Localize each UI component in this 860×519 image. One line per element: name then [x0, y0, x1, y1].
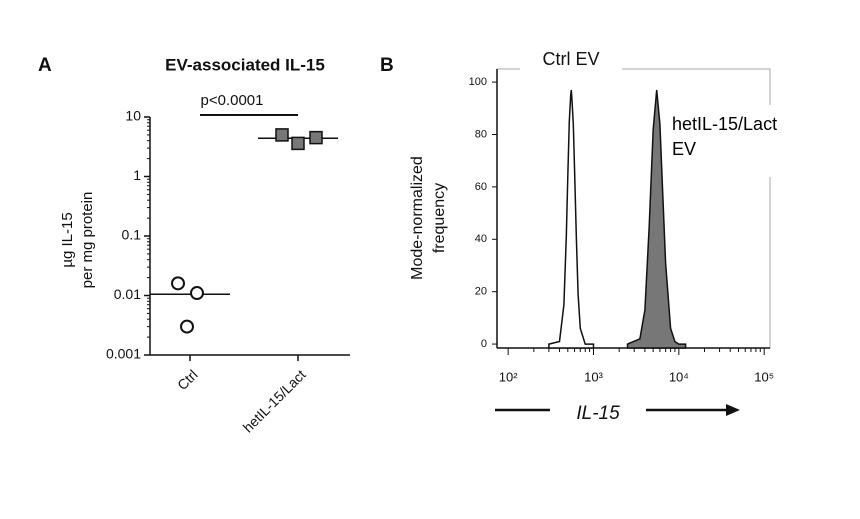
series-label-box: hetIL-15/Lact EV	[672, 114, 778, 159]
x-tick-label: 10⁴	[669, 369, 689, 384]
y-tick-label: 10	[125, 108, 141, 124]
panel-label: A	[38, 55, 52, 76]
x-tick-label: 10³	[584, 369, 603, 384]
x-tick-label: 10⁵	[754, 369, 774, 384]
series-label: hetIL-15/Lact EV	[672, 114, 778, 159]
arrow-head	[726, 404, 740, 416]
data-point	[180, 319, 194, 334]
data-point	[171, 276, 185, 291]
y-tick-label: 60	[475, 181, 487, 193]
y-tick-label: 0	[481, 338, 487, 350]
data-point	[275, 128, 289, 142]
y-tick-label: 100	[469, 76, 487, 88]
data-point	[291, 136, 305, 151]
y-tick-label: 0.001	[106, 346, 141, 362]
panel-label: B	[380, 55, 394, 76]
y-tick-label: 40	[475, 233, 487, 245]
y-tick-label: 0.1	[122, 227, 142, 243]
y-axis-label: frequency	[431, 183, 448, 253]
x-tick-label: hetIL-15/Lact	[240, 366, 309, 435]
label-box	[550, 396, 646, 430]
y-tick-label: 80	[475, 128, 487, 140]
annotation: p<0.0001	[201, 92, 264, 109]
data-point	[309, 130, 323, 145]
y-axis-label: per mg protein	[79, 192, 96, 289]
series-label: Ctrl EV	[542, 49, 599, 69]
y-axis-label: µg IL-15	[59, 212, 76, 267]
histogram-curve	[626, 89, 687, 349]
x-tick-label: Ctrl	[174, 366, 201, 393]
y-axis-label: Mode-normalized	[409, 156, 426, 280]
histogram-curve	[548, 89, 595, 349]
x-axis-label: IL-15	[576, 403, 620, 424]
chart-title: EV-associated IL-15	[165, 55, 325, 74]
data-point	[190, 286, 204, 301]
y-tick-label: 20	[475, 286, 487, 298]
label-box	[664, 105, 832, 177]
y-tick-label: 1	[133, 167, 141, 183]
y-tick-label: 0.01	[114, 286, 141, 302]
label-box	[520, 42, 622, 76]
x-tick-label: 10²	[499, 369, 518, 384]
